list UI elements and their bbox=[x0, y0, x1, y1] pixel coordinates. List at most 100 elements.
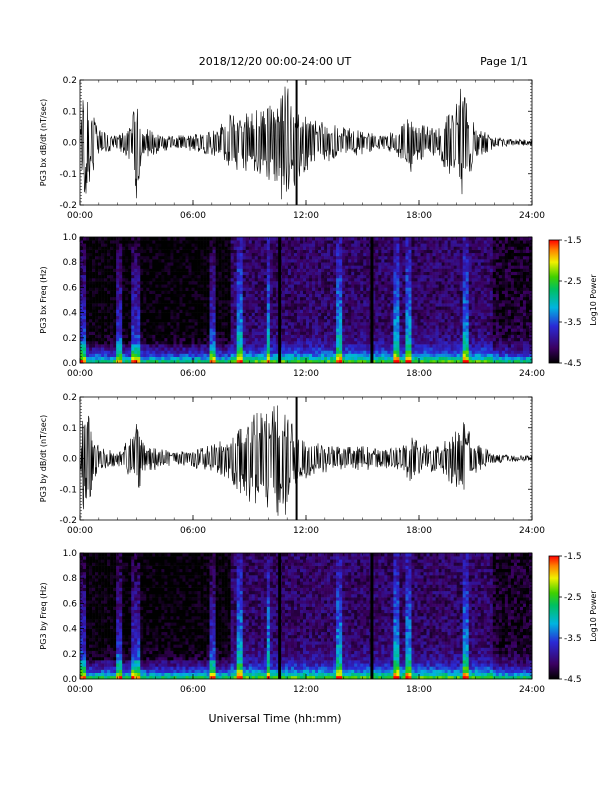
heatmap-cell bbox=[158, 277, 162, 282]
heatmap-cell bbox=[98, 328, 102, 332]
heatmap-cell bbox=[306, 293, 310, 298]
heatmap-cell bbox=[131, 240, 135, 244]
heatmap-cell bbox=[113, 306, 117, 310]
heatmap-cell bbox=[272, 293, 277, 298]
heatmap-cell bbox=[290, 240, 295, 244]
heatmap-cell bbox=[405, 315, 409, 320]
heatmap-cell bbox=[375, 344, 379, 348]
heatmap-cell bbox=[191, 318, 195, 323]
heatmap-cell bbox=[110, 359, 114, 364]
heatmap-cell bbox=[257, 322, 262, 326]
heatmap-cell bbox=[164, 325, 168, 329]
heatmap-cell bbox=[230, 347, 234, 351]
heatmap-cell bbox=[143, 315, 147, 320]
heatmap-cell bbox=[263, 356, 268, 361]
heatmap-cell bbox=[318, 334, 322, 339]
heatmap-cell bbox=[164, 312, 168, 317]
heatmap-cell bbox=[236, 318, 240, 323]
heatmap-cell bbox=[185, 246, 189, 250]
heatmap-cell bbox=[284, 281, 289, 285]
heatmap-cell bbox=[342, 274, 346, 279]
heatmap-cell bbox=[293, 281, 298, 285]
heatmap-cell bbox=[149, 274, 153, 279]
heatmap-cell bbox=[390, 240, 394, 244]
heatmap-cell bbox=[161, 243, 165, 247]
heatmap-cell bbox=[245, 240, 250, 244]
heatmap-cell bbox=[333, 290, 337, 294]
heatmap-cell bbox=[149, 325, 153, 329]
heatmap-cell bbox=[302, 252, 307, 257]
heatmap-cell bbox=[375, 252, 379, 257]
heatmap-cell bbox=[411, 306, 415, 310]
heatmap-cell bbox=[152, 271, 156, 276]
heatmap-cell bbox=[101, 350, 105, 354]
heatmap-cell bbox=[324, 284, 328, 288]
heatmap-cell bbox=[89, 334, 93, 339]
heatmap-cell bbox=[122, 274, 126, 279]
heatmap-cell bbox=[251, 325, 256, 329]
heatmap-cell bbox=[251, 237, 256, 241]
heatmap-cell bbox=[438, 255, 442, 260]
heatmap-cell bbox=[200, 237, 204, 241]
heatmap-cell bbox=[290, 340, 295, 345]
heatmap-cell bbox=[402, 277, 406, 282]
heatmap-cell bbox=[188, 274, 192, 279]
heatmap-cell bbox=[203, 322, 207, 326]
heatmap-cell bbox=[179, 281, 183, 285]
heatmap-cell bbox=[152, 347, 156, 351]
heatmap-cell bbox=[149, 344, 153, 348]
heatmap-cell bbox=[414, 284, 418, 288]
heatmap-cell bbox=[381, 268, 385, 272]
heatmap-cell bbox=[351, 347, 355, 351]
heatmap-cell bbox=[95, 240, 99, 244]
heatmap-cell bbox=[134, 240, 138, 244]
heatmap-cell bbox=[384, 337, 388, 342]
heatmap-cell bbox=[212, 277, 216, 282]
heatmap-cell bbox=[146, 303, 150, 307]
heatmap-cell bbox=[224, 240, 228, 244]
heatmap-cell bbox=[284, 318, 289, 323]
heatmap-cell bbox=[200, 344, 204, 348]
heatmap-cell bbox=[80, 259, 84, 263]
heatmap-cell bbox=[134, 318, 138, 323]
heatmap-cell bbox=[230, 252, 234, 257]
heatmap-cell bbox=[293, 328, 298, 332]
heatmap-cell bbox=[227, 318, 231, 323]
heatmap-cell bbox=[143, 334, 147, 339]
heatmap-cell bbox=[209, 356, 213, 361]
heatmap-cell bbox=[387, 259, 391, 263]
heatmap-cell bbox=[233, 293, 237, 298]
heatmap-cell bbox=[348, 337, 352, 342]
heatmap-cell bbox=[272, 265, 277, 269]
heatmap-cell bbox=[296, 334, 301, 339]
heatmap-cell bbox=[327, 277, 331, 282]
heatmap-cell bbox=[287, 340, 292, 345]
heatmap-cell bbox=[405, 246, 409, 250]
heatmap-cell bbox=[146, 359, 150, 364]
heatmap-cell bbox=[104, 293, 108, 298]
heatmap-cell bbox=[417, 347, 421, 351]
heatmap-cell bbox=[423, 334, 427, 339]
heatmap-cell bbox=[348, 356, 352, 361]
heatmap-cell bbox=[269, 337, 274, 342]
heatmap-cell bbox=[185, 265, 189, 269]
heatmap-cell bbox=[315, 246, 319, 250]
heatmap-cell bbox=[366, 268, 370, 272]
heatmap-cell bbox=[420, 240, 424, 244]
heatmap-cell bbox=[438, 359, 442, 364]
heatmap-cell bbox=[324, 328, 328, 332]
heatmap-cell bbox=[215, 265, 219, 269]
heatmap-cell bbox=[149, 255, 153, 260]
heatmap-cell bbox=[302, 347, 307, 351]
heatmap-cell bbox=[432, 237, 436, 241]
heatmap-cell bbox=[134, 312, 138, 317]
heatmap-cell bbox=[438, 277, 442, 282]
heatmap-cell bbox=[330, 356, 334, 361]
series-trace bbox=[79, 86, 533, 200]
heatmap-cell bbox=[167, 290, 171, 294]
heatmap-cell bbox=[149, 337, 153, 342]
heatmap-cell bbox=[257, 274, 262, 279]
heatmap-cell bbox=[176, 353, 180, 357]
heatmap-cell bbox=[89, 255, 93, 260]
heatmap-cell bbox=[330, 300, 334, 304]
